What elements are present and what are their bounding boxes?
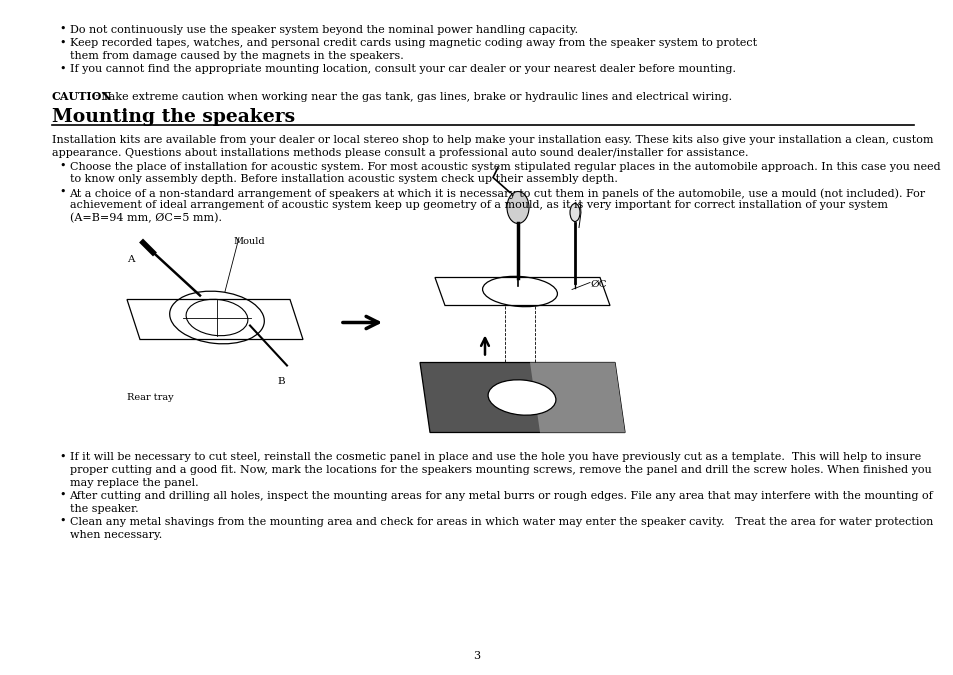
Text: may replace the panel.: may replace the panel.	[70, 477, 198, 487]
Text: •: •	[59, 24, 66, 34]
Text: After cutting and drilling all holes, inspect the mounting areas for any metal b: After cutting and drilling all holes, in…	[70, 491, 932, 501]
Polygon shape	[419, 362, 624, 433]
Text: : Take extreme caution when working near the gas tank, gas lines, brake or hydra: : Take extreme caution when working near…	[94, 92, 731, 101]
Ellipse shape	[488, 380, 556, 415]
Text: •: •	[59, 452, 66, 462]
Text: Rear tray: Rear tray	[127, 392, 173, 402]
Text: If you cannot find the appropriate mounting location, consult your car dealer or: If you cannot find the appropriate mount…	[70, 65, 735, 74]
Text: Mounting the speakers: Mounting the speakers	[51, 108, 294, 126]
Text: CAUTION: CAUTION	[51, 92, 112, 103]
Text: Do not continuously use the speaker system beyond the nominal power handling cap: Do not continuously use the speaker syst…	[70, 25, 577, 35]
Text: •: •	[59, 38, 66, 47]
Text: them from damage caused by the magnets in the speakers.: them from damage caused by the magnets i…	[70, 51, 403, 61]
Text: when necessary.: when necessary.	[70, 529, 162, 539]
Text: (A=B=94 mm, ØC=5 mm).: (A=B=94 mm, ØC=5 mm).	[70, 213, 221, 223]
Text: proper cutting and a good fit. Now, mark the locations for the speakers mounting: proper cutting and a good fit. Now, mark…	[70, 465, 930, 475]
Text: •: •	[59, 516, 66, 526]
Text: 3: 3	[473, 651, 480, 661]
Text: achievement of ideal arrangement of acoustic system keep up geometry of a mould,: achievement of ideal arrangement of acou…	[70, 200, 886, 211]
Polygon shape	[530, 362, 624, 433]
Text: ØC: ØC	[589, 279, 606, 288]
Text: •: •	[59, 161, 66, 171]
Ellipse shape	[506, 192, 529, 223]
Text: At a choice of a non-standard arrangement of speakers at which it is necessary t: At a choice of a non-standard arrangemen…	[70, 188, 924, 198]
Text: •: •	[59, 187, 66, 197]
Text: Clean any metal shavings from the mounting area and check for areas in which wat: Clean any metal shavings from the mounti…	[70, 517, 932, 527]
Text: appearance. Questions about installations methods please consult a professional : appearance. Questions about installation…	[51, 148, 747, 157]
Ellipse shape	[569, 203, 579, 221]
Text: to know only assembly depth. Before installation acoustic system check up their : to know only assembly depth. Before inst…	[70, 175, 617, 184]
Text: •: •	[59, 490, 66, 500]
Text: A: A	[127, 256, 134, 265]
Text: If it will be necessary to cut steel, reinstall the cosmetic panel in place and : If it will be necessary to cut steel, re…	[70, 452, 920, 462]
Text: •: •	[59, 63, 66, 74]
Text: Choose the place of installation for acoustic system. For most acoustic system s: Choose the place of installation for aco…	[70, 162, 939, 172]
Text: the speaker.: the speaker.	[70, 504, 138, 514]
Text: B: B	[276, 377, 284, 387]
Text: Installation kits are available from your dealer or local stereo shop to help ma: Installation kits are available from you…	[51, 135, 932, 145]
Text: Keep recorded tapes, watches, and personal credit cards using magnetic coding aw: Keep recorded tapes, watches, and person…	[70, 38, 756, 49]
Text: Mould: Mould	[233, 238, 264, 246]
